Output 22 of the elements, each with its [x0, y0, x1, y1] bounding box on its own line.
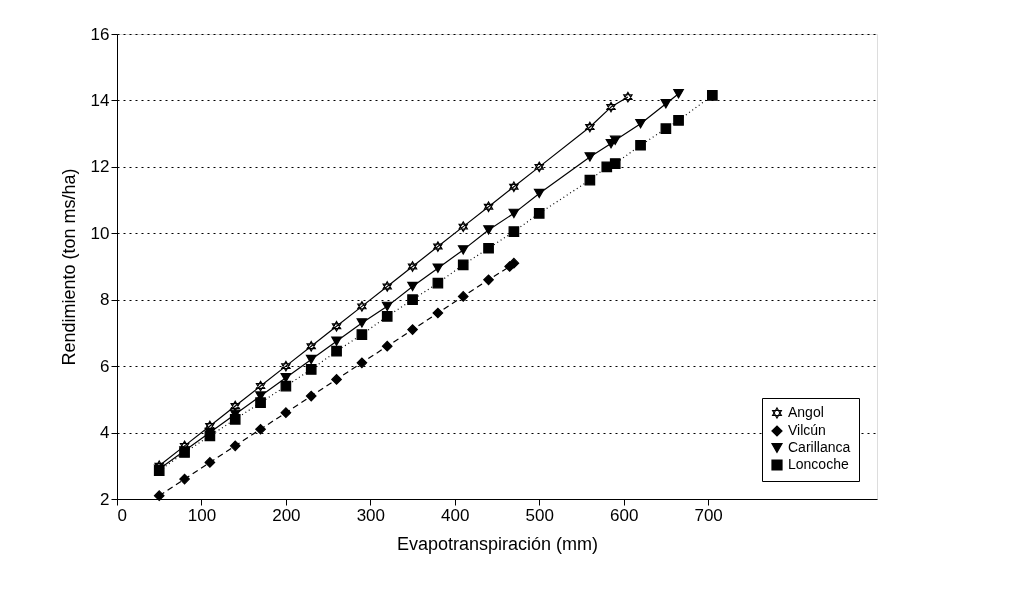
x-tick-label: 0: [117, 505, 127, 525]
y-tick-label: 14: [90, 90, 110, 110]
x-tick-label: 700: [694, 505, 723, 525]
legend-label: Loncoche: [788, 456, 849, 472]
legend-label: Vilcún: [788, 422, 826, 438]
legend-label: Angol: [788, 404, 824, 420]
x-tick-label: 500: [525, 505, 554, 525]
x-tick-label: 200: [272, 505, 301, 525]
y-tick-label: 6: [100, 356, 110, 376]
x-axis-title: Evapotranspiración (mm): [396, 533, 599, 554]
y-tick-label: 12: [90, 157, 110, 177]
y-tick-label: 4: [100, 423, 110, 443]
y-axis-title: Rendimiento (ton ms/ha): [58, 168, 79, 366]
y-tick-label: 8: [100, 290, 110, 310]
x-tick-label: 600: [609, 505, 639, 525]
x-tick-label: 400: [441, 505, 470, 525]
y-tick-label: 2: [100, 489, 110, 509]
y-tick-label: 16: [90, 24, 110, 44]
legend-label: Carillanca: [788, 439, 851, 455]
y-tick-label: 10: [90, 223, 110, 243]
x-tick-label: 300: [356, 505, 386, 525]
x-tick-label: 100: [187, 505, 217, 525]
